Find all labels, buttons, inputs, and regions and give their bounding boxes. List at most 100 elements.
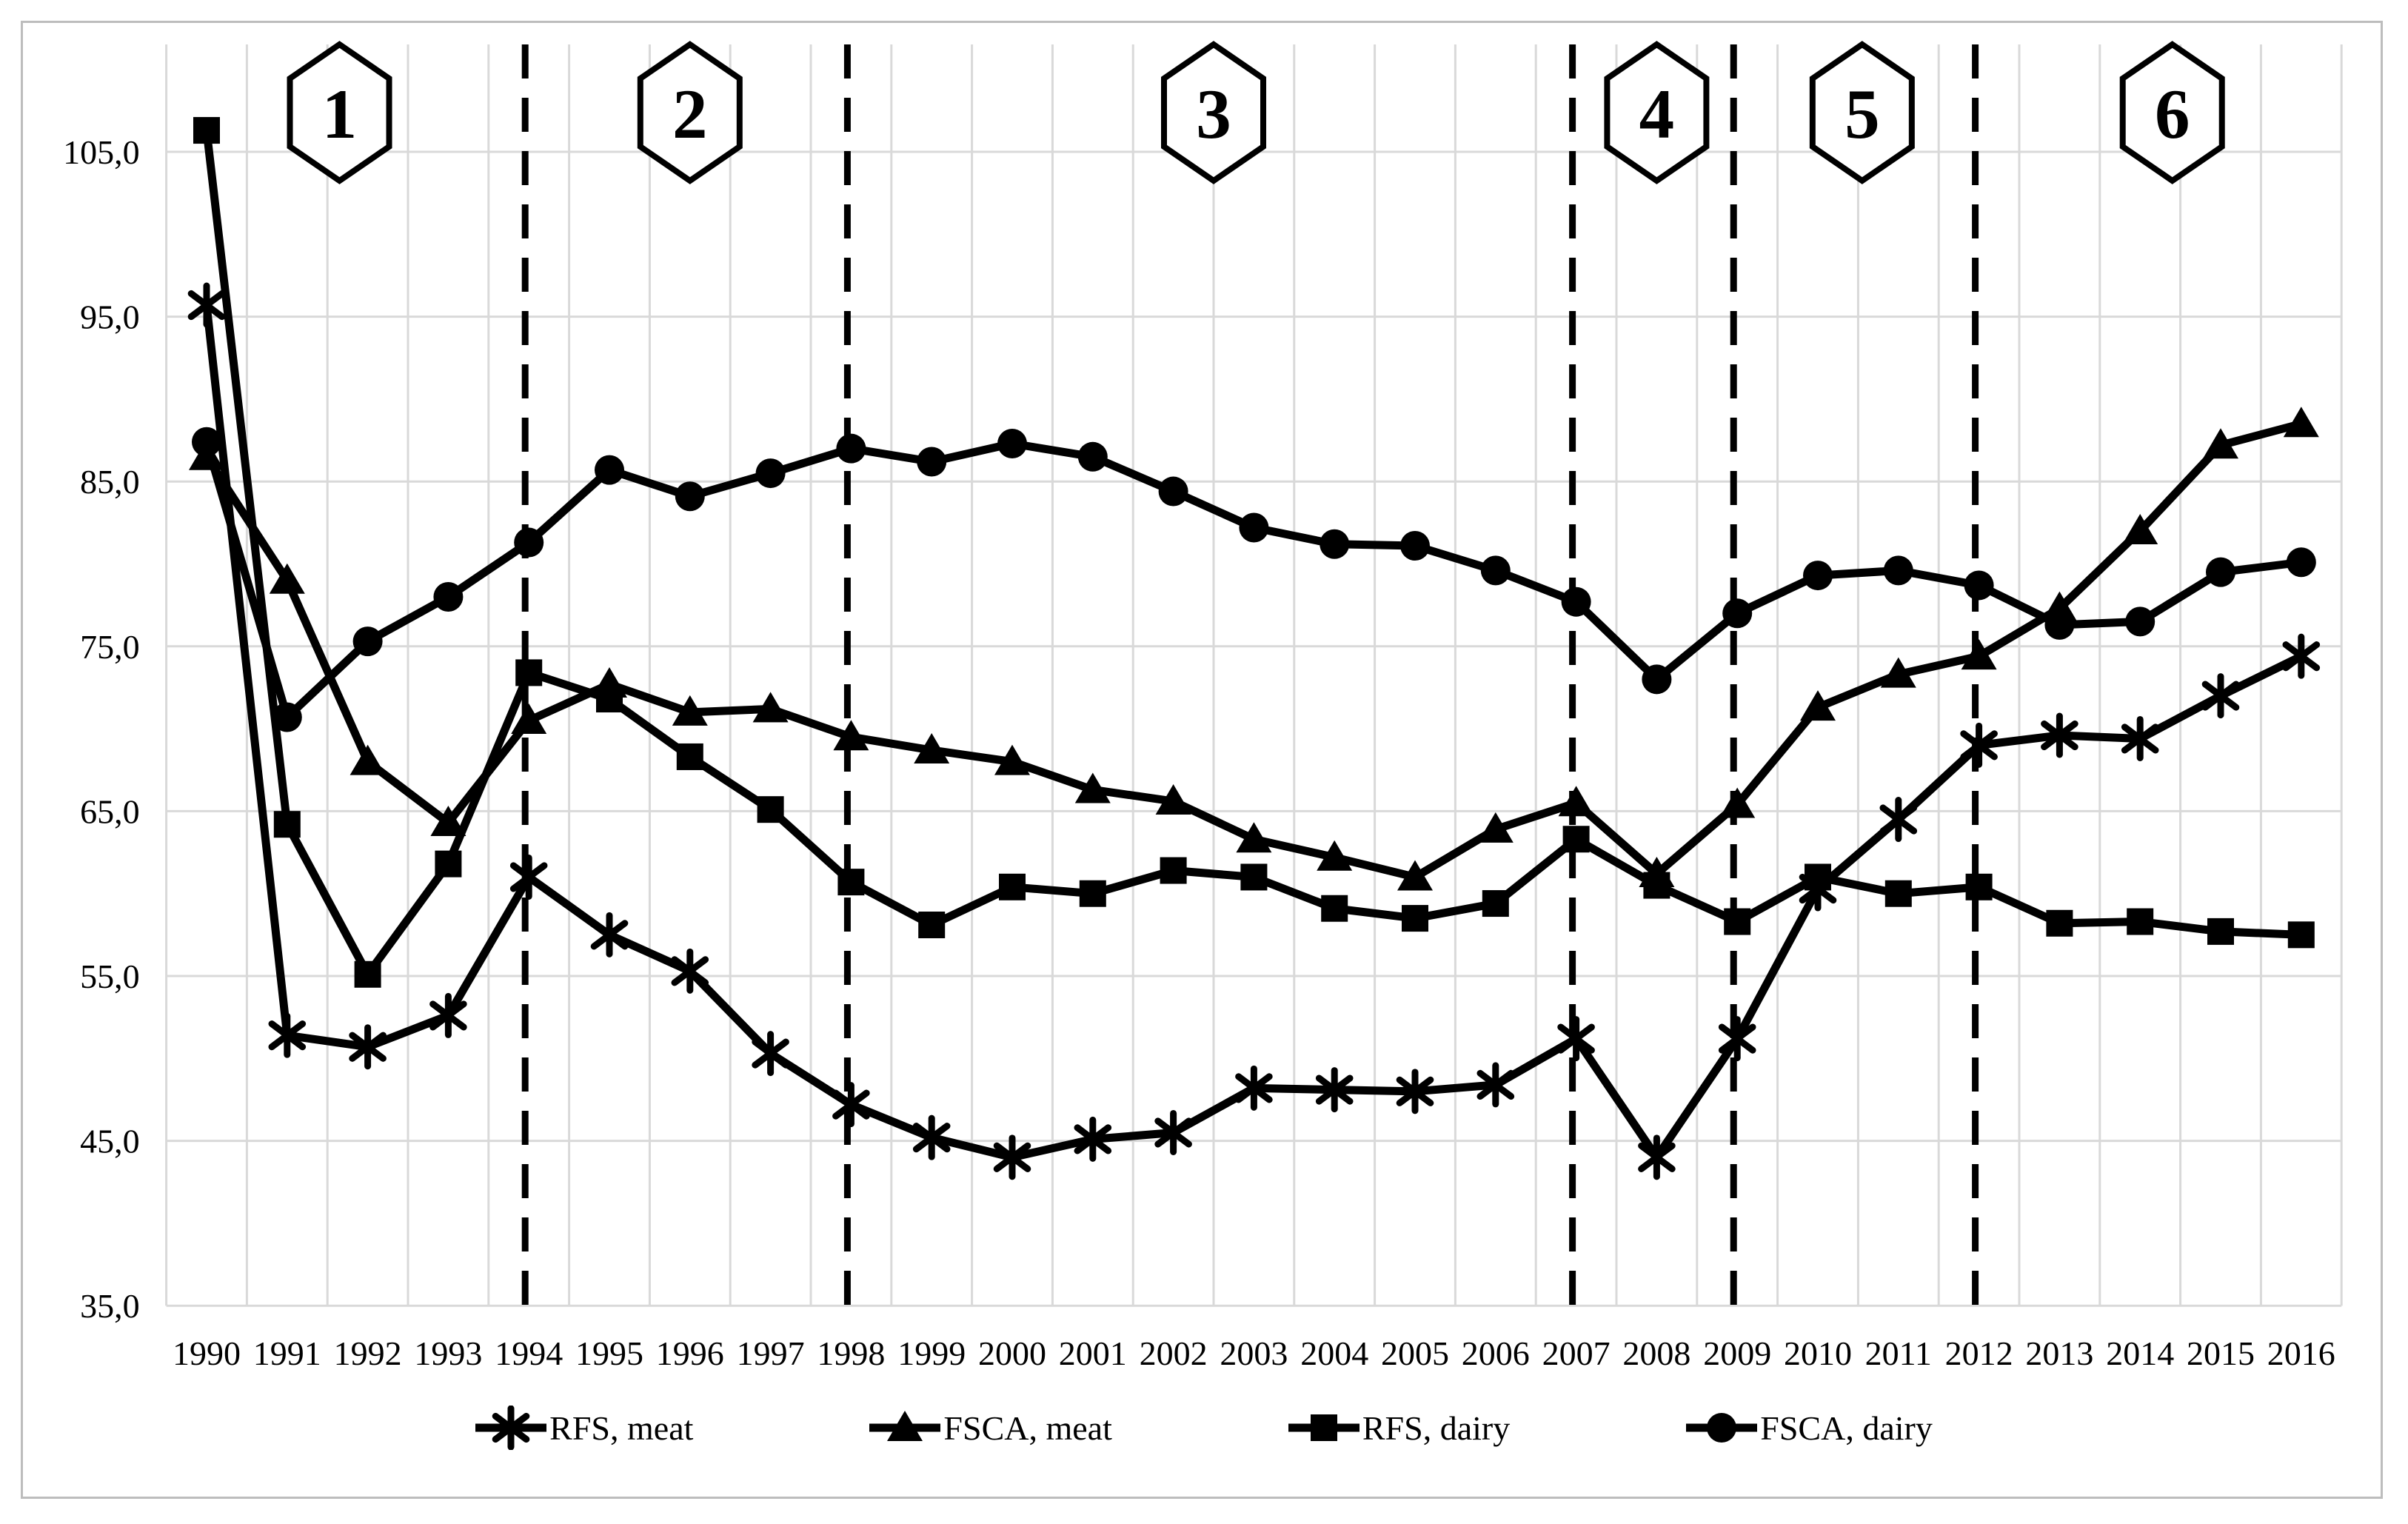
y-tick-label: 35,0 — [80, 1287, 140, 1325]
data-point-marker — [1883, 555, 1913, 586]
data-point-marker — [1719, 787, 1756, 818]
data-point-marker — [433, 582, 464, 612]
data-point-marker — [2283, 407, 2319, 438]
data-point-marker — [2286, 547, 2316, 578]
legend-marker-square-icon — [1288, 1414, 1359, 1441]
data-point-marker — [514, 527, 544, 558]
y-tick-label: 95,0 — [80, 298, 140, 336]
data-point-marker — [515, 659, 543, 686]
data-point-marker — [1154, 1109, 1192, 1155]
data-point-marker — [1240, 863, 1268, 891]
legend-item: FSCA, meat — [869, 1406, 1112, 1450]
data-point-marker — [833, 720, 869, 751]
x-tick-label: 1991 — [253, 1334, 321, 1372]
series-rfs-dairy — [193, 117, 2315, 988]
x-tick-label: 1996 — [656, 1334, 724, 1372]
data-point-marker — [1961, 639, 1997, 670]
series-rfs-meat — [187, 282, 2321, 1180]
data-point-marker — [2046, 909, 2073, 937]
x-tick-label: 2003 — [1220, 1334, 1288, 1372]
legend-marker-circle-icon — [1686, 1413, 1758, 1443]
data-point-marker — [999, 873, 1026, 900]
data-point-marker — [676, 743, 703, 770]
data-point-marker — [1236, 822, 1272, 853]
x-tick-label: 2013 — [2025, 1334, 2093, 1372]
data-point-marker — [1074, 772, 1111, 803]
data-point-marker — [1158, 476, 1188, 507]
data-point-marker — [1079, 880, 1106, 907]
y-tick-label: 105,0 — [63, 133, 140, 171]
data-point-marker — [349, 1024, 387, 1070]
data-point-marker — [2206, 557, 2235, 587]
period-badge-number: 1 — [322, 75, 358, 153]
data-point-marker — [2121, 715, 2159, 761]
series-fsca-dairy — [192, 427, 2316, 732]
x-tick-label: 1990 — [173, 1334, 241, 1372]
period-badge: 5 — [1809, 41, 1915, 184]
data-point-marker — [1557, 1016, 1595, 1062]
data-point-marker — [1317, 840, 1353, 871]
data-point-marker — [757, 796, 784, 823]
period-badge-number: 4 — [1639, 75, 1675, 153]
data-point-marker — [1155, 784, 1191, 815]
data-point-marker — [350, 744, 386, 775]
data-point-marker — [917, 447, 947, 477]
period-badge-hexagon — [287, 41, 392, 184]
data-point-marker — [1960, 722, 1998, 768]
figure-border — [21, 21, 2383, 1499]
data-point-marker — [1321, 895, 1348, 922]
data-point-marker — [2041, 712, 2078, 758]
x-tick-label: 2011 — [1865, 1334, 1932, 1372]
series-fsca-meat — [189, 407, 2319, 891]
data-point-marker — [1803, 561, 1833, 591]
data-point-marker — [2282, 633, 2321, 679]
data-point-marker — [918, 911, 946, 938]
y-tick-label: 55,0 — [80, 957, 140, 995]
x-tick-label: 1997 — [737, 1334, 805, 1372]
period-badge: 2 — [637, 41, 743, 184]
period-badge-number: 6 — [2155, 75, 2190, 153]
data-point-marker — [1800, 690, 1836, 721]
data-point-marker — [1397, 860, 1433, 891]
y-tick-label: 75,0 — [80, 628, 140, 666]
period-badge-hexagon — [637, 41, 743, 184]
data-point-marker — [1235, 1065, 1273, 1111]
period-badge: 4 — [1604, 41, 1710, 184]
chart-legend: RFS, meat FSCA, meat RFS, dairy FSCA, dairy — [0, 1406, 2408, 1450]
data-point-marker — [1482, 890, 1509, 918]
period-badge: 6 — [2119, 41, 2225, 184]
data-point-marker — [354, 960, 381, 988]
data-point-marker — [1074, 1116, 1112, 1162]
legend-label: FSCA, dairy — [1760, 1408, 1933, 1447]
data-point-marker — [2127, 908, 2154, 935]
data-point-marker — [429, 992, 467, 1038]
x-tick-label: 2002 — [1140, 1334, 1208, 1372]
x-tick-label: 1999 — [897, 1334, 966, 1372]
data-point-marker — [2287, 921, 2315, 949]
data-point-marker — [1402, 905, 1428, 932]
legend-label: FSCA, meat — [943, 1408, 1112, 1447]
period-badge: 3 — [1161, 41, 1266, 184]
data-point-marker — [1558, 786, 1594, 817]
data-point-marker — [1477, 812, 1514, 843]
period-badge-number: 3 — [1196, 75, 1231, 153]
data-point-marker — [590, 912, 629, 957]
data-point-marker — [1880, 657, 1916, 688]
data-point-marker — [272, 702, 302, 732]
legend-item: RFS, meat — [475, 1406, 693, 1450]
x-tick-label: 2016 — [2267, 1334, 2335, 1372]
x-tick-label: 2001 — [1059, 1334, 1127, 1372]
x-tick-label: 2015 — [2187, 1334, 2255, 1372]
data-point-marker — [914, 733, 950, 764]
x-tick-label: 1992 — [334, 1334, 402, 1372]
x-tick-label: 1993 — [414, 1334, 482, 1372]
data-point-marker — [1884, 880, 1912, 907]
x-tick-label: 2005 — [1381, 1334, 1449, 1372]
data-point-marker — [2207, 918, 2234, 945]
x-tick-label: 2004 — [1300, 1334, 1368, 1372]
data-point-marker — [1638, 1134, 1676, 1180]
x-tick-label: 2008 — [1622, 1334, 1690, 1372]
legend-item: FSCA, dairy — [1686, 1406, 1933, 1450]
data-point-marker — [997, 429, 1027, 459]
